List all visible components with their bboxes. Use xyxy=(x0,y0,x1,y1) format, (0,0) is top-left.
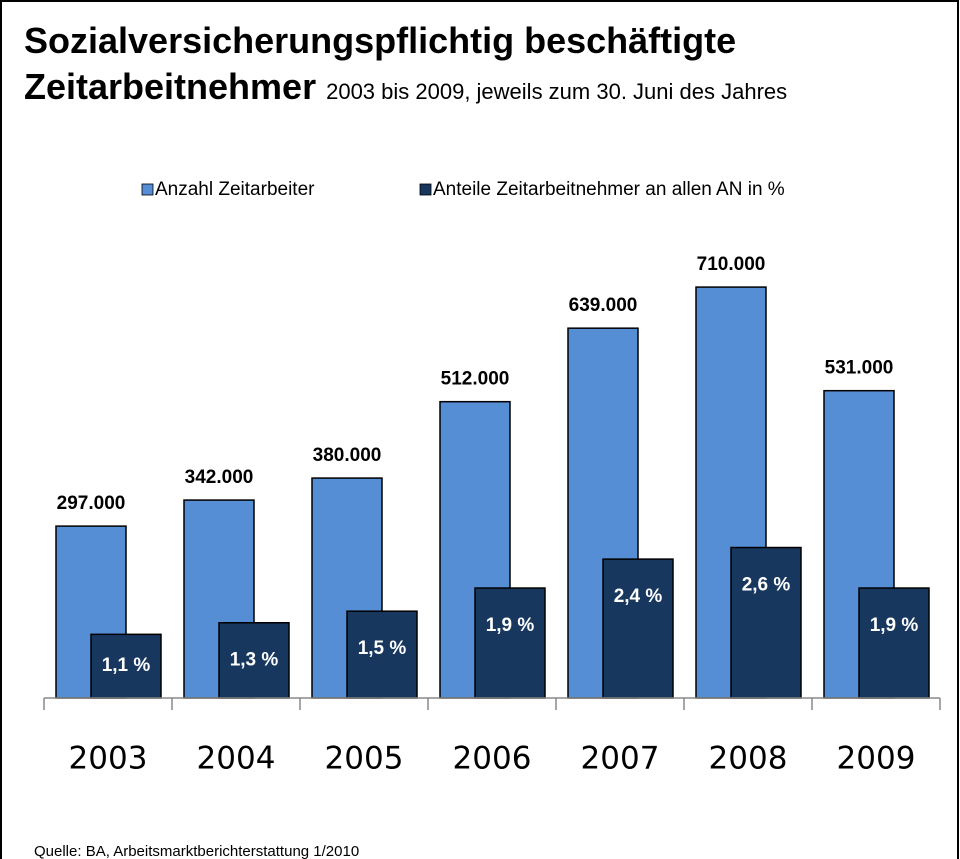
x-tick-label: 2007 xyxy=(581,741,660,777)
bar xyxy=(858,587,930,699)
bar xyxy=(474,587,546,699)
bar xyxy=(218,622,290,699)
chart-title: Sozialversicherungspflichtig beschäftigt… xyxy=(24,18,954,115)
subtitle: 2003 bis 2009, jeweils zum 30. Juni des … xyxy=(326,79,788,104)
x-tick-label: 2004 xyxy=(197,741,276,777)
data-label: 710.000 xyxy=(697,254,766,275)
data-label: 639.000 xyxy=(569,295,638,316)
x-tick-label: 2003 xyxy=(69,741,148,777)
data-label: 1,9 % xyxy=(486,615,535,636)
data-label: 1,9 % xyxy=(870,615,919,636)
data-label: 380.000 xyxy=(313,445,382,466)
legend-label: Anzahl Zeitarbeiter xyxy=(155,179,315,200)
source: Quelle: BA, Arbeitsmarktberichterstattun… xyxy=(34,843,359,859)
data-label: 342.000 xyxy=(185,467,254,488)
legend-swatch xyxy=(419,183,432,196)
bar xyxy=(602,558,674,699)
bar xyxy=(346,610,418,699)
x-tick-label: 2006 xyxy=(453,741,532,777)
legend-label: Anteile Zeitarbeitnehmer an allen AN in … xyxy=(433,179,785,200)
x-tick-label: 2009 xyxy=(837,741,916,777)
bar xyxy=(90,633,162,699)
x-tick-label: 2008 xyxy=(709,741,788,777)
title-text: Sozialversicherungspflichtig beschäftigt… xyxy=(24,20,737,107)
data-label: 2,6 % xyxy=(742,575,791,596)
data-label: 1,3 % xyxy=(230,649,279,670)
data-label: 1,5 % xyxy=(358,638,407,659)
data-label: 2,4 % xyxy=(614,586,663,607)
bar xyxy=(730,546,802,699)
data-label: 512.000 xyxy=(441,369,510,390)
data-label: 531.000 xyxy=(825,358,894,379)
data-label: 297.000 xyxy=(57,493,126,514)
x-tick-label: 2005 xyxy=(325,741,404,777)
data-label: 1,1 % xyxy=(102,655,151,676)
legend-swatch xyxy=(141,183,154,196)
